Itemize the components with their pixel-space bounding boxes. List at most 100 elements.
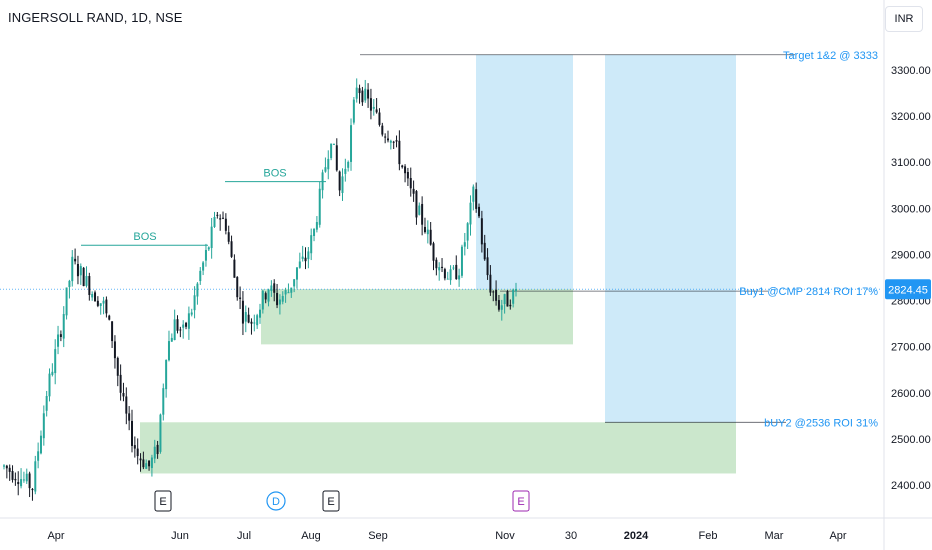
price-tick-label: 2400.00: [891, 480, 931, 492]
candle-body: [99, 303, 102, 307]
candle-body: [478, 206, 481, 217]
event-marker-label: E: [517, 496, 524, 508]
candle-body: [167, 341, 170, 361]
time-tick-label: 2024: [624, 530, 649, 542]
candle-body: [85, 276, 88, 286]
candle-body: [489, 274, 492, 293]
time-tick-label: Mar: [765, 530, 784, 542]
candle-body: [261, 290, 264, 310]
candle-body: [3, 465, 5, 467]
candle-body: [48, 373, 51, 397]
buy1-label: Buy1 @CMP 2814 ROI 17%: [739, 286, 878, 298]
candle-body: [338, 171, 341, 191]
candle-body: [335, 145, 338, 171]
buy2-zone: [140, 422, 736, 474]
candle-body: [361, 90, 364, 103]
candle-body: [145, 463, 148, 469]
candle-body: [150, 457, 153, 469]
candle-body: [59, 334, 62, 338]
candle-body: [486, 257, 489, 276]
candle-body: [119, 374, 122, 393]
candle-body: [222, 217, 225, 219]
candle-body: [495, 289, 498, 301]
candle-body: [20, 479, 23, 487]
candle-body: [76, 263, 79, 277]
event-marker-dividend: [266, 491, 286, 511]
candle-body: [241, 300, 244, 324]
candle-body: [45, 396, 48, 411]
candle-body: [11, 471, 14, 480]
candle-body: [497, 300, 500, 310]
candle-body: [162, 388, 165, 415]
candle-body: [506, 291, 509, 307]
candle-body: [304, 257, 307, 262]
candle-body: [278, 299, 281, 305]
candle-body: [264, 293, 267, 300]
candle-body: [455, 264, 458, 280]
candle-body: [136, 448, 139, 457]
candle-body: [193, 295, 196, 311]
candle-body: [438, 267, 441, 271]
candle-body: [293, 279, 296, 287]
candle-body: [423, 226, 426, 233]
candle-body: [253, 322, 256, 324]
target-zone-1: [476, 54, 573, 290]
candle-body: [443, 269, 446, 279]
price-tick-label: 2700.00: [891, 342, 931, 354]
candle-body: [173, 319, 176, 341]
candle-body: [37, 451, 40, 461]
candle-body: [358, 88, 361, 94]
candle-body: [199, 270, 202, 282]
candle-body: [500, 305, 503, 310]
candle-body: [460, 246, 463, 276]
candle-body: [244, 312, 247, 322]
time-tick-label: Feb: [699, 530, 718, 542]
event-marker-label: E: [327, 496, 334, 508]
candle-body: [449, 269, 452, 281]
candle-body: [71, 256, 74, 282]
currency-button[interactable]: INR: [885, 6, 923, 32]
candle-body: [259, 309, 261, 318]
candle-body: [165, 359, 168, 390]
candle-body: [94, 292, 97, 302]
candle-body: [418, 205, 421, 215]
candle-body: [287, 292, 290, 294]
candle-body: [39, 435, 42, 454]
candle-body: [148, 460, 151, 467]
candle-body: [196, 283, 199, 297]
price-tick-label: 2900.00: [891, 249, 931, 261]
time-tick-label: 30: [565, 530, 577, 542]
candle-body: [276, 292, 279, 306]
candle-body: [139, 458, 142, 461]
candle-body: [435, 259, 438, 269]
price-tick-label: 2500.00: [891, 434, 931, 446]
candle-body: [327, 158, 330, 170]
candle-body: [233, 259, 236, 278]
event-marker-label: E: [159, 496, 166, 508]
candle-body: [204, 249, 207, 261]
candle-body: [116, 357, 119, 376]
candle-body: [79, 266, 82, 276]
candle-body: [509, 304, 512, 307]
time-tick-label: Jun: [171, 530, 189, 542]
candle-body: [202, 262, 205, 271]
candle-body: [466, 223, 469, 241]
candle-body: [412, 188, 415, 194]
candle-body: [372, 106, 375, 109]
candle-body: [404, 166, 407, 174]
candle-body: [267, 289, 270, 302]
candle-body: [82, 267, 85, 287]
price-tick-label: 3300.00: [891, 65, 931, 77]
bos-label-1: BOS: [133, 231, 156, 243]
candle-body: [398, 140, 401, 165]
candle-body: [65, 287, 68, 316]
candle-body: [472, 186, 475, 202]
candle-body: [310, 235, 313, 254]
candle-body: [122, 393, 125, 397]
time-tick-label: Jul: [237, 530, 251, 542]
candle-body: [227, 232, 230, 242]
candle-body: [355, 87, 358, 99]
candle-body: [224, 218, 227, 231]
candle-body: [347, 161, 350, 168]
